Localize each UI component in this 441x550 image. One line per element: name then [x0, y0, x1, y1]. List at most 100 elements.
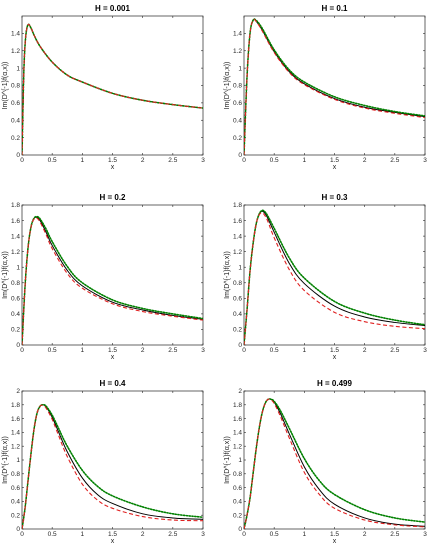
y-tick-label: 0.6 [11, 100, 20, 107]
x-tick-label: 2 [363, 157, 367, 164]
x-tick-label: 0.5 [270, 531, 279, 538]
y-tick-label: 1.4 [233, 430, 242, 437]
y-tick-label: 0.4 [233, 311, 242, 318]
x-tick-label: 0.5 [270, 347, 279, 354]
x-tick-label: 1.5 [108, 157, 117, 164]
subplot-4: H = 0.3 0 0.5 1 1.5 2 2.5 3 0 0.2 0.4 0.6 0.8 1 1.2 1.4… [224, 193, 427, 361]
y-tick-label: 1.8 [233, 402, 242, 409]
y-axis-label: Im(D^{-1}f(α,x)) [2, 436, 9, 484]
y-tick-label: 1.4 [233, 233, 242, 240]
x-tick-label: 1.5 [330, 531, 339, 538]
y-tick-label: 0.6 [233, 100, 242, 107]
y-tick-label: 0 [238, 342, 242, 349]
x-tick-label: 2 [363, 347, 367, 354]
y-tick-label: 0.6 [233, 485, 242, 492]
x-tick-label: 3 [201, 531, 205, 538]
x-tick-label: 1.5 [330, 347, 339, 354]
x-tick-label: 3 [423, 347, 427, 354]
x-tick-label: 1 [81, 531, 85, 538]
y-tick-label: 1 [238, 65, 242, 72]
y-tick-label: 1 [16, 65, 20, 72]
x-tick-label: 0 [242, 531, 246, 538]
y-tick-label: 1 [16, 264, 20, 271]
x-tick-label: 2 [141, 347, 145, 354]
y-tick-label: 2 [16, 388, 20, 395]
x-tick-label: 1 [303, 347, 307, 354]
y-tick-label: 1.6 [233, 218, 242, 225]
y-tick-label: 1.2 [233, 443, 242, 450]
x-tick-label: 0.5 [48, 157, 57, 164]
x-tick-label: 3 [423, 157, 427, 164]
y-tick-label: 1 [238, 264, 242, 271]
y-tick-label: 1.6 [11, 218, 20, 225]
series-line-dotted [244, 18, 425, 155]
y-tick-label: 0.8 [233, 471, 242, 478]
series-line-dashed [244, 398, 425, 529]
x-tick-label: 1.5 [108, 347, 117, 354]
y-tick-label: 1.2 [11, 48, 20, 55]
x-tick-label: 0 [20, 347, 24, 354]
y-tick-label: 1.8 [11, 202, 20, 209]
x-tick-label: 1 [81, 157, 85, 164]
y-tick-label: 1.4 [11, 233, 20, 240]
y-tick-label: 2 [238, 388, 242, 395]
x-tick-label: 2 [141, 157, 145, 164]
x-axis-label: x [333, 538, 337, 545]
x-axis-label: x [111, 164, 115, 171]
x-tick-label: 2.5 [168, 531, 177, 538]
x-tick-label: 1.5 [330, 157, 339, 164]
y-tick-label: 0 [16, 526, 20, 533]
x-tick-label: 2 [363, 531, 367, 538]
series-line-dashed [22, 404, 203, 529]
y-axis-label: Im(D^{-1}f(α,x)) [224, 251, 231, 299]
y-tick-label: 0 [238, 152, 242, 159]
x-axis-label: x [333, 354, 337, 361]
series-group [22, 403, 203, 529]
y-tick-label: 0.2 [233, 135, 242, 142]
y-axis-label: Im(D^{-1}f(α,x)) [2, 251, 9, 299]
y-tick-label: 0.6 [11, 296, 20, 303]
series-group [244, 209, 425, 345]
x-tick-label: 1 [303, 531, 307, 538]
x-tick-label: 2.5 [168, 347, 177, 354]
y-tick-label: 0.8 [11, 83, 20, 90]
y-tick-label: 1 [16, 457, 20, 464]
y-axis-label: Im(D^{-1}f(α,x)) [2, 62, 9, 110]
x-tick-label: 0.5 [48, 531, 57, 538]
x-tick-label: 2 [141, 531, 145, 538]
y-tick-label: 0.2 [11, 512, 20, 519]
series-line-dotted [244, 209, 425, 345]
series-group [244, 18, 425, 155]
subplot-1: H = 0.001 0 0.5 1 1.5 2 2.5 3 0 0.2 0.4 0.6 0.8 1 1.2 1… [2, 4, 205, 171]
y-tick-label: 0.8 [233, 280, 242, 287]
subplot-6: H = 0.499 0 0.5 1 1.5 2 2.5 3 0 0.2 0.4 0.6 0.8 1 1.2 1… [224, 379, 427, 545]
y-tick-label: 1.8 [11, 402, 20, 409]
y-tick-label: 1.4 [11, 31, 20, 38]
y-tick-label: 0.4 [11, 499, 20, 506]
y-tick-label: 0.4 [233, 117, 242, 124]
y-tick-label: 0.2 [233, 327, 242, 334]
subplot-title: H = 0.2 [99, 193, 126, 202]
subplot-title: H = 0.499 [317, 379, 352, 388]
x-tick-label: 0 [20, 157, 24, 164]
y-tick-label: 1.6 [233, 416, 242, 423]
y-axis-label: Im(D^{-1}f(α,x)) [224, 62, 231, 110]
y-tick-label: 1 [238, 457, 242, 464]
x-tick-label: 2.5 [390, 531, 399, 538]
y-tick-label: 1.2 [233, 249, 242, 256]
y-tick-label: 0.6 [11, 485, 20, 492]
y-tick-label: 1.2 [11, 443, 20, 450]
y-tick-label: 0.8 [11, 471, 20, 478]
x-tick-label: 3 [423, 531, 427, 538]
y-tick-label: 0.4 [11, 311, 20, 318]
y-tick-label: 0 [238, 526, 242, 533]
subplot-title: H = 0.1 [321, 4, 348, 13]
y-tick-label: 0.6 [233, 296, 242, 303]
y-tick-label: 1.8 [233, 202, 242, 209]
y-tick-label: 0 [16, 342, 20, 349]
y-tick-label: 0.2 [11, 327, 20, 334]
x-tick-label: 1 [303, 157, 307, 164]
y-tick-label: 1.4 [11, 430, 20, 437]
x-tick-label: 3 [201, 347, 205, 354]
